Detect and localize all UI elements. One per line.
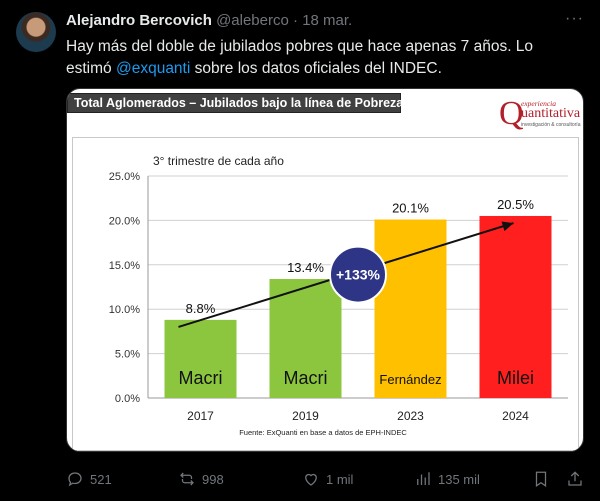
bar [374,219,447,398]
chart-title: Total Aglomerados – Jubilados bajo la lí… [74,96,404,110]
y-tick-label: 25.0% [109,171,140,183]
bar-label: Milei [497,368,534,388]
annotation-circle [329,245,387,304]
action-bar: 521 998 1 mil 135 mil [66,470,586,490]
trend-arrow-head [501,221,514,232]
bar-label: Macri [179,368,223,388]
tweet-media-image[interactable]: Total Aglomerados – Jubilados bajo la lí… [66,88,584,452]
tweet-date[interactable]: 18 mar. [302,12,353,29]
author-handle[interactable]: @aleberco [216,12,289,29]
views-icon [417,472,430,485]
separator-dot: · [293,12,299,29]
chart-subtitle: 3° trimestre de cada año [153,154,284,168]
view-count: 135 mil [438,471,480,487]
bookmark-icon [535,471,547,487]
heart-icon [305,473,317,486]
y-tick-label: 20.0% [109,215,140,227]
repost-button[interactable]: 998 [178,470,224,488]
author-name[interactable]: Alejandro Bercovich [66,12,212,29]
tweet-text: Hay más del doble de jubilados pobres qu… [66,36,576,80]
brand-top-text: experiencia [521,99,556,108]
y-tick-label: 0.0% [115,393,140,405]
bar-label: Macri [284,368,328,388]
tweet-text-part: Hay más del doble de jubilados pobres qu… [66,38,534,77]
brand-logo: Q experiencia uantitativa investigación … [499,95,581,132]
brand-sub-text: investigación & consultoría [521,122,581,128]
more-options-icon[interactable]: ··· [565,10,584,27]
bar-label: Fernández [379,372,441,387]
x-tick-label: 2024 [502,409,529,423]
bar [164,319,237,398]
value-label: 20.5% [497,197,534,212]
share-icon [568,471,582,486]
repost-icon [180,472,194,486]
y-tick-label: 15.0% [109,260,140,272]
mention-link[interactable]: @exquanti [115,60,191,77]
y-tick-label: 5.0% [115,349,140,361]
repost-count: 998 [202,471,224,487]
avatar[interactable] [16,12,56,52]
reply-icon [68,472,82,487]
value-label: 13.4% [287,260,324,275]
chart-panel: 3° trimestre de cada año 0.0% 5.0% 10.0% 15.… [72,137,579,451]
like-count: 1 mil [326,471,354,487]
brand-letter: Q [499,95,524,132]
bar [479,215,552,398]
tweet-text-part: sobre los datos oficiales del INDEC. [190,60,442,77]
x-tick-label: 2019 [292,409,319,423]
bar [269,279,342,398]
share-button[interactable] [566,470,584,488]
x-tick-label: 2017 [187,409,214,423]
reply-count: 521 [90,471,112,487]
reply-button[interactable]: 521 [66,470,112,488]
value-label: 20.1% [392,201,429,216]
annotation-label: +133% [336,267,381,283]
x-tick-label: 2023 [397,409,424,423]
like-button[interactable]: 1 mil [302,470,353,488]
brand-main-text: uantitativa [521,106,581,121]
y-tick-label: 10.0% [109,304,140,316]
chart-title-bar: Total Aglomerados – Jubilados bajo la lí… [67,93,404,113]
views-button[interactable]: 135 mil [414,470,480,488]
chart-source: Fuente: ExQuanti en base a datos de EPH-… [239,428,407,437]
tweet-header: Alejandro Bercovich @aleberco · 18 mar. … [66,10,584,32]
bookmark-button[interactable] [532,470,550,488]
value-label: 8.8% [186,301,216,316]
bar-chart: 3° trimestre de cada año 0.0% 5.0% 10.0% 15.… [109,154,568,437]
